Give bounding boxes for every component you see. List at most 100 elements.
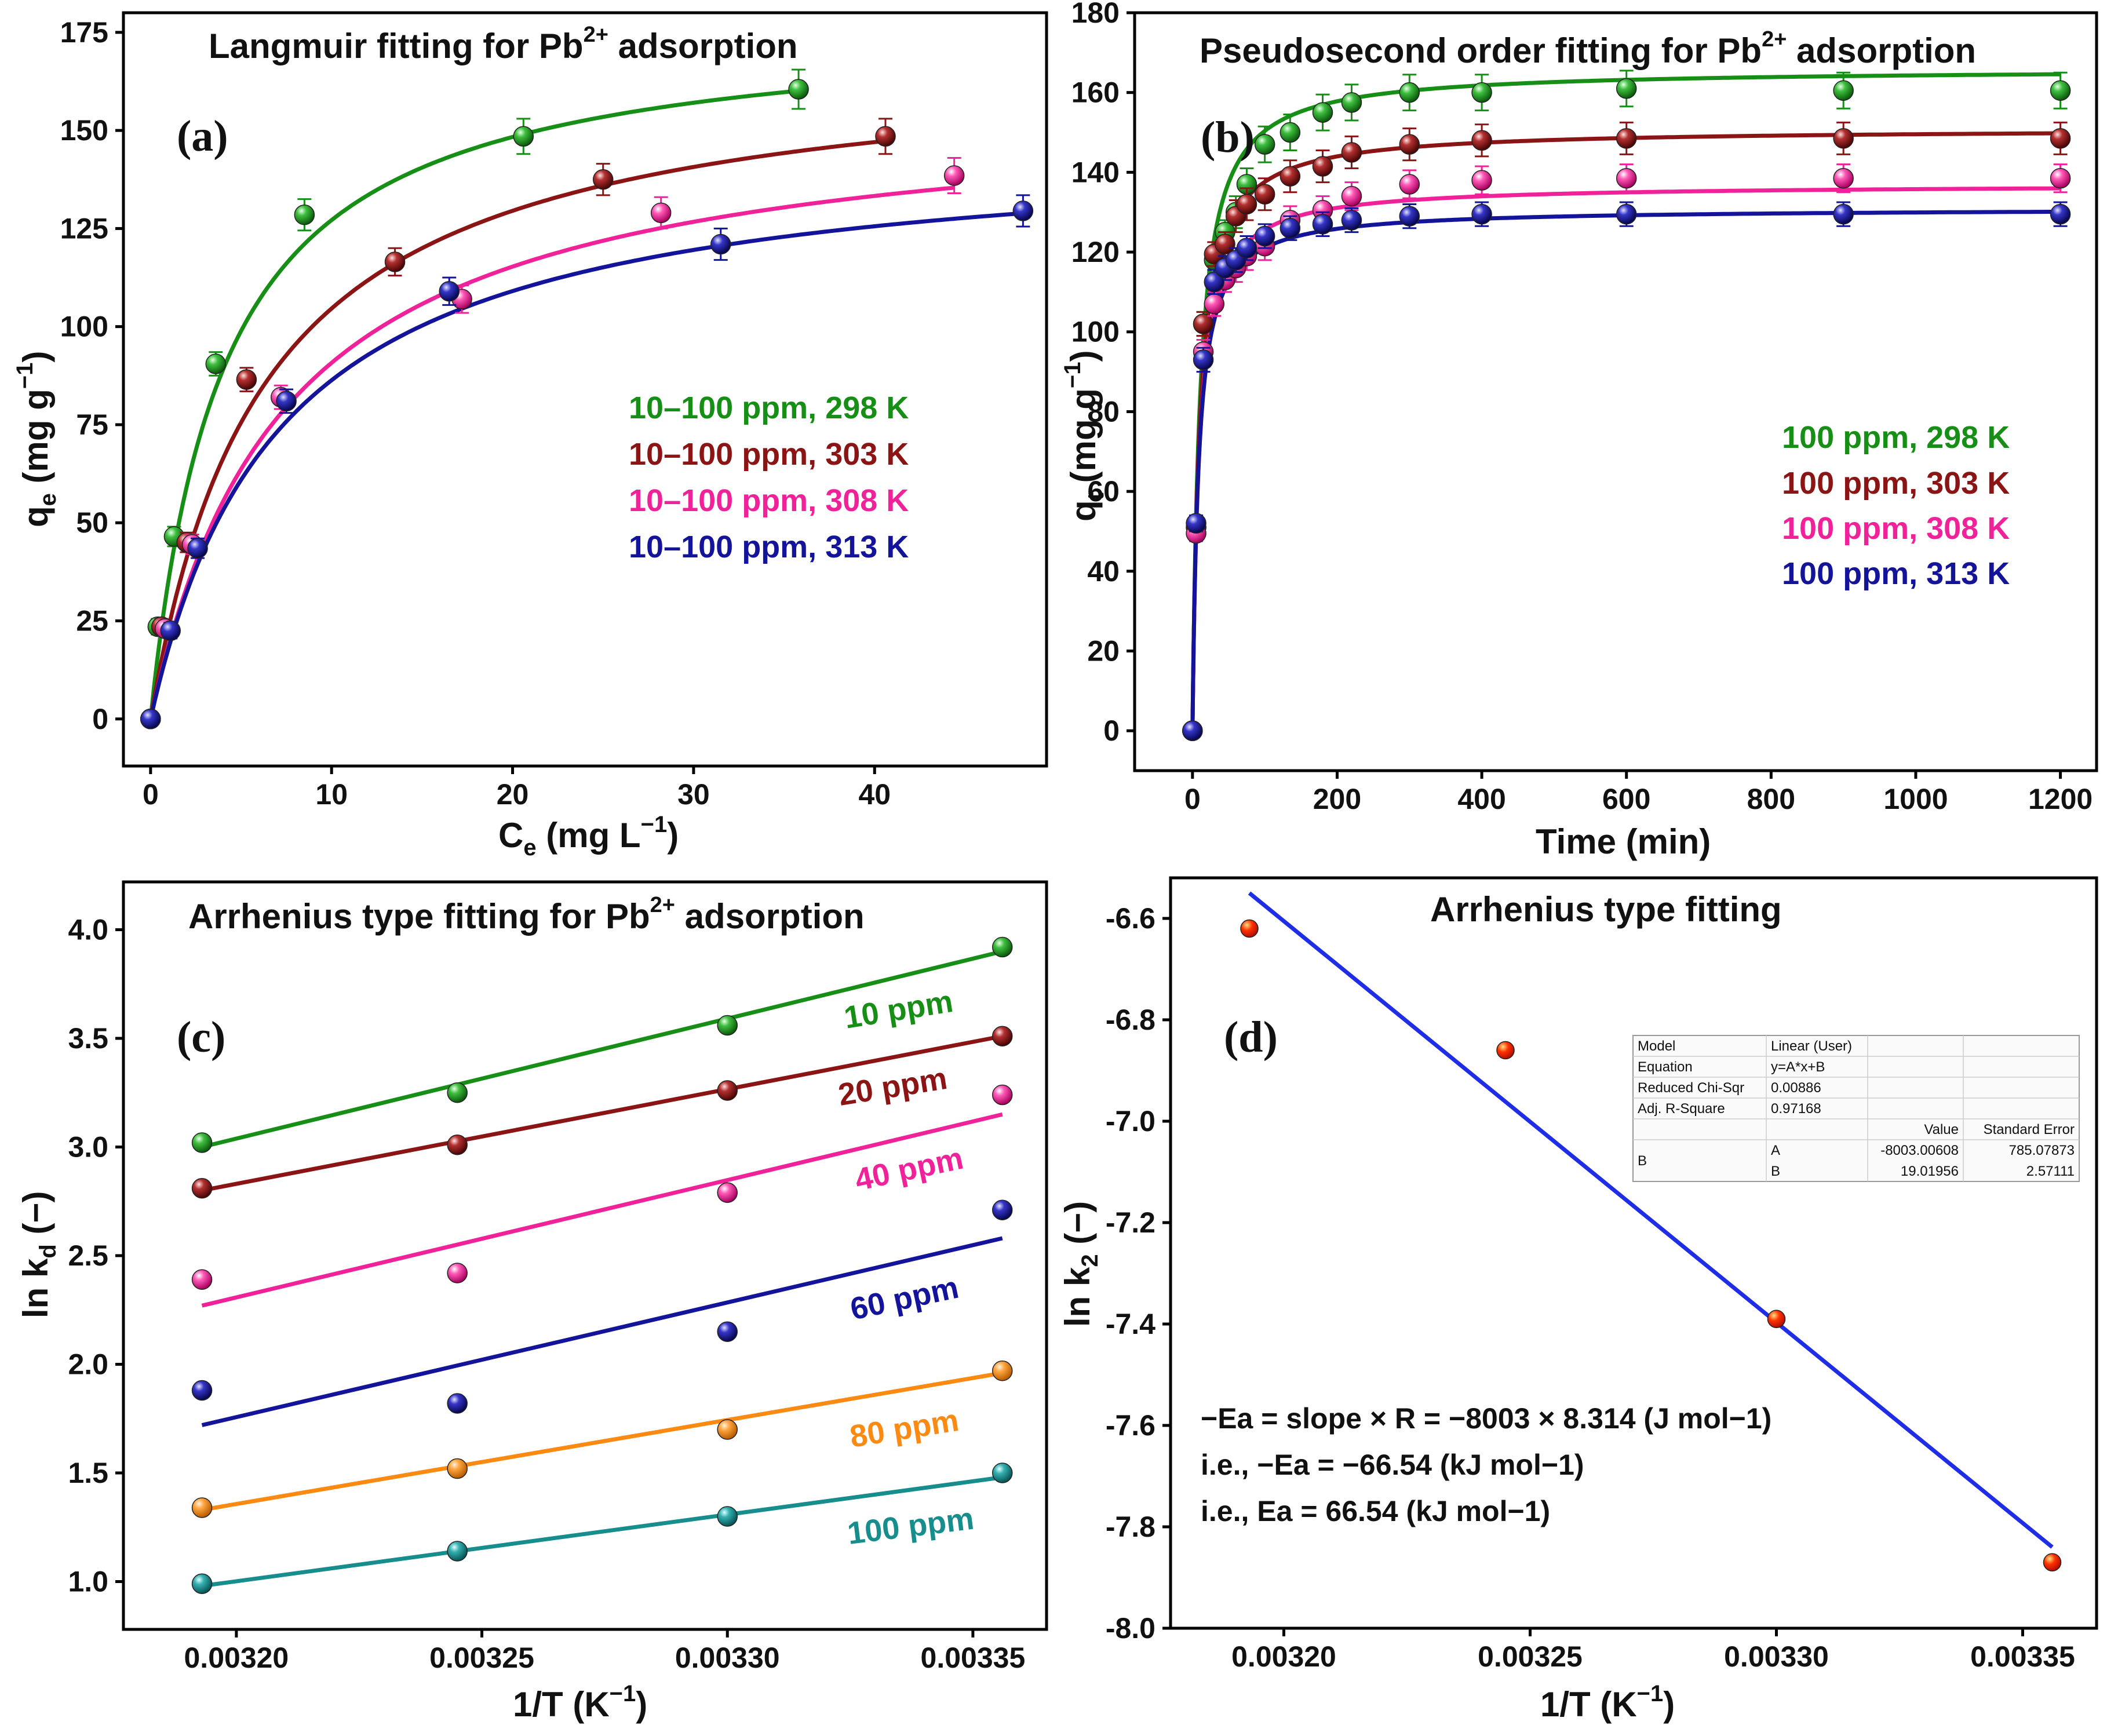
fit-line-c-0 (201, 949, 1003, 1149)
data-point-a (276, 391, 297, 412)
data-point-a (160, 620, 181, 641)
chart-title-b: Pseudosecond order fitting for Pb2+ adso… (1200, 27, 1976, 70)
series-label-c-10ppm: 10 ppm (841, 984, 955, 1035)
legend-entry-b-303: 100 ppm, 303 K (1782, 466, 2010, 501)
data-point-c (991, 1026, 1013, 1046)
fit-table-cell: -8003.00608 (1880, 1143, 1959, 1158)
data-point-c (447, 1541, 468, 1562)
data-point-b (1312, 102, 1333, 123)
y-tick-label-c: 1.5 (68, 1457, 108, 1489)
x-tick-label-b: 600 (1602, 783, 1650, 815)
data-point-c (191, 1132, 213, 1153)
panel-b: 0 20 40 60 80 100 120 140 160 180 0 200 400 600 800 10… (1060, 0, 2098, 861)
chart-title-a: Langmuir fitting for Pb2+ adsorption (209, 23, 798, 65)
data-point-b (1254, 225, 1275, 247)
x-tick-label-a: 20 (497, 778, 529, 811)
x-tick-label-d: 0.00325 (1478, 1640, 1583, 1673)
ea-note-1: −Ea = slope × R = −8003 × 8.314 (J mol−1… (1201, 1402, 1771, 1435)
data-point-c (991, 1199, 1013, 1220)
data-point-b (1833, 203, 1854, 225)
x-tick-label-a: 0 (143, 778, 159, 811)
data-point-a (294, 204, 315, 225)
data-point-b (1204, 293, 1225, 315)
y-tick-label-d: -7.4 (1106, 1308, 1155, 1340)
y-tick-label-c: 2.5 (68, 1239, 108, 1272)
y-tick-label-d: -7.6 (1106, 1409, 1155, 1442)
legend-entry-a-308: 10–100 ppm, 308 K (629, 483, 909, 518)
data-point-c (447, 1393, 468, 1414)
data-point-c (191, 1497, 213, 1518)
y-tick-label-c: 2.0 (68, 1348, 108, 1381)
data-point-b (2050, 80, 2071, 101)
legend-entry-a-303: 10–100 ppm, 303 K (629, 437, 909, 472)
data-point-b (1236, 238, 1257, 258)
fit-table-cell: 19.01956 (1901, 1164, 1959, 1179)
data-point-a (236, 369, 257, 390)
panel-label-a: (a) (177, 112, 228, 161)
plot-frame-b (1133, 11, 2098, 772)
data-point-b (1616, 167, 1637, 189)
data-point-d (1767, 1310, 1786, 1328)
y-tick-label-a: 25 (76, 604, 108, 637)
plot-frame-d (1169, 876, 2098, 1630)
x-tick-label-b: 0 (1184, 783, 1201, 815)
y-tick-label-b: 60 (1087, 475, 1120, 508)
data-point-c (191, 1269, 213, 1290)
fit-table-cell: 0.97168 (1771, 1101, 1821, 1117)
fit-table-cell: 2.57111 (2026, 1164, 2075, 1179)
y-tick-label-c: 3.0 (68, 1131, 108, 1164)
data-point-a (187, 538, 208, 559)
data-point-b (1399, 206, 1420, 227)
x-tick-label-a: 30 (677, 778, 710, 811)
y-tick-label-b: 160 (1071, 76, 1120, 109)
data-point-b (2050, 167, 2071, 189)
x-tick-label-c: 0.00320 (184, 1642, 289, 1674)
x-tick-label-d: 0.00320 (1231, 1640, 1336, 1673)
y-tick-label-b: 120 (1071, 236, 1120, 268)
y-tick-label-a: 150 (60, 114, 108, 147)
legend-entry-b-313: 100 ppm, 313 K (1782, 556, 2010, 591)
fit-curve-a-3 (148, 211, 1023, 720)
fit-line-c-1 (201, 1034, 1003, 1192)
x-axis-label-c: 1/T (K−1) (513, 1681, 647, 1724)
data-point-c (991, 936, 1013, 958)
x-tick-label-b: 400 (1457, 783, 1505, 815)
legend-entry-a-298: 10–100 ppm, 298 K (629, 391, 909, 425)
plot-frame-a (122, 11, 1048, 768)
data-point-b (1616, 203, 1637, 225)
data-point-b (1193, 349, 1214, 370)
panel-label-b: (b) (1201, 113, 1255, 162)
data-point-b (1204, 271, 1225, 293)
data-point-b (1399, 174, 1420, 195)
data-point-b (1341, 210, 1362, 231)
x-tick-label-d: 0.00330 (1724, 1640, 1829, 1673)
data-point-a (943, 165, 965, 186)
data-point-b (1254, 184, 1275, 205)
data-point-a (788, 79, 809, 100)
data-point-c (717, 1419, 738, 1440)
y-tick-label-b: 40 (1087, 555, 1120, 588)
series-label-c-20ppm: 20 ppm (836, 1061, 949, 1113)
x-tick-label-b: 200 (1313, 783, 1361, 815)
x-axis-label-d: 1/T (K−1) (1540, 1681, 1675, 1724)
data-point-b (1254, 134, 1275, 155)
y-tick-label-d: -7.8 (1106, 1511, 1155, 1543)
y-tick-label-a: 0 (92, 703, 108, 735)
data-point-a (439, 280, 460, 302)
data-point-c (447, 1263, 468, 1283)
series-label-c-100ppm: 100 ppm (845, 1501, 976, 1551)
data-point-b (1399, 82, 1420, 103)
panel-label-c: (c) (177, 1013, 225, 1062)
y-axis-label-c: ln kd (−) (16, 1191, 61, 1318)
y-tick-label-a: 175 (60, 16, 108, 49)
data-point-b (1186, 513, 1206, 534)
data-point-b (1279, 122, 1301, 143)
x-tick-label-c: 0.00330 (675, 1642, 780, 1674)
fit-table-cell: Reduced Chi-Sqr (1638, 1080, 1744, 1096)
y-tick-label-b: 20 (1087, 634, 1120, 667)
y-tick-label-b: 180 (1071, 0, 1120, 29)
chart-title-c: Arrhenius type fitting for Pb2+ adsorpti… (188, 893, 865, 936)
fit-curve-b-2 (1190, 186, 2061, 731)
y-tick-label-a: 125 (60, 212, 108, 245)
data-point-c (447, 1135, 468, 1155)
